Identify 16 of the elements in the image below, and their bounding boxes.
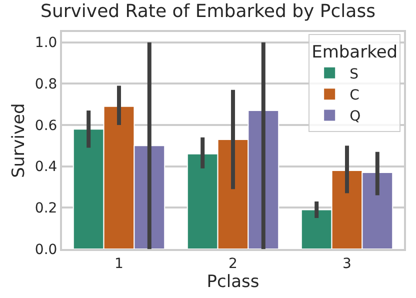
x-axis-title: Pclass xyxy=(206,272,260,292)
y-tick-label: 1.0 xyxy=(34,35,58,52)
y-tick-label: 0.6 xyxy=(34,118,58,134)
x-tick-label: 2 xyxy=(228,256,238,272)
y-tick-label: 0.4 xyxy=(34,159,58,176)
y-tick-label: 0.2 xyxy=(34,200,58,217)
legend-label: S xyxy=(350,66,359,82)
y-tick-label: 0.8 xyxy=(34,76,58,93)
legend-label: C xyxy=(350,88,360,104)
y-tick-label: 0.0 xyxy=(34,242,58,258)
chart-title: Survived Rate of Embarked by Pclass xyxy=(40,1,376,22)
x-tick-label: 3 xyxy=(342,256,352,272)
y-axis-title: Survived xyxy=(8,103,29,178)
legend-label: Q xyxy=(350,108,361,125)
x-tick-label: 1 xyxy=(114,256,124,272)
legend-title: Embarked xyxy=(312,42,398,62)
